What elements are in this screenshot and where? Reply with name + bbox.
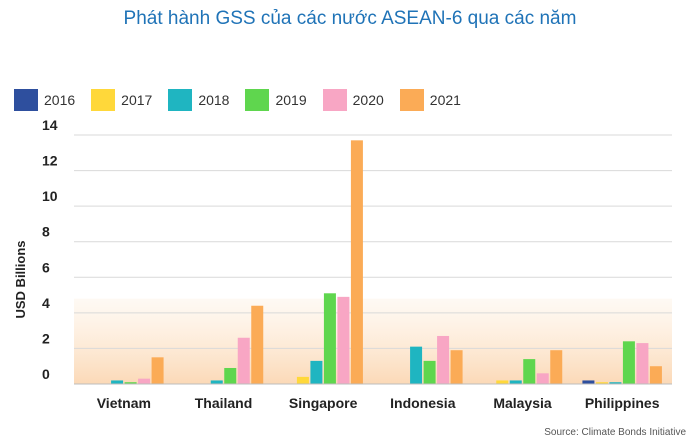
bar-thailand-2021 xyxy=(251,305,264,384)
y-tick-label: 0 xyxy=(42,366,50,382)
legend-label-2018: 2018 xyxy=(198,92,230,108)
x-tick-label: Malaysia xyxy=(493,395,552,411)
y-tick-label: 12 xyxy=(42,153,58,169)
bar-malaysia-2017 xyxy=(496,380,509,384)
legend-item-2016: 2016 xyxy=(14,89,75,111)
legend-item-2021: 2021 xyxy=(399,89,461,111)
bar-malaysia-2020 xyxy=(536,373,549,384)
y-tick-label: 8 xyxy=(42,224,50,240)
bar-singapore-2021 xyxy=(350,140,363,384)
x-tick-label: Indonesia xyxy=(390,395,456,411)
bar-indonesia-2019 xyxy=(423,360,436,384)
chart-legend: 2016 2017 2018 2019 2020 2021 xyxy=(14,88,477,112)
bar-philippines-2020 xyxy=(636,343,649,384)
bar-singapore-2020 xyxy=(337,296,350,384)
legend-swatch-2016 xyxy=(14,89,38,111)
bar-malaysia-2018 xyxy=(509,380,522,384)
x-tick-label: Singapore xyxy=(289,395,358,411)
legend-swatch-2021 xyxy=(399,89,424,111)
bar-philippines-2019 xyxy=(622,341,635,384)
legend-swatch-2019 xyxy=(245,89,270,111)
legend-item-2020: 2020 xyxy=(322,89,384,111)
bar-philippines-2021 xyxy=(649,366,662,384)
bar-singapore-2018 xyxy=(310,360,323,384)
y-axis-label: USD Billions xyxy=(13,240,28,318)
bar-philippines-2017 xyxy=(595,382,608,384)
x-tick-label: Philippines xyxy=(585,395,660,411)
bar-vietnam-2019 xyxy=(124,382,137,384)
bar-indonesia-2021 xyxy=(450,350,463,384)
bar-thailand-2018 xyxy=(210,380,223,384)
bar-malaysia-2021 xyxy=(550,350,563,384)
bar-thailand-2019 xyxy=(224,367,237,384)
legend-label-2021: 2021 xyxy=(429,92,461,108)
bar-singapore-2017 xyxy=(296,376,309,384)
bar-indonesia-2020 xyxy=(437,335,450,384)
bar-vietnam-2018 xyxy=(111,380,124,384)
background-band xyxy=(74,298,672,384)
y-tick-label: 4 xyxy=(42,295,50,311)
legend-swatch-2018 xyxy=(168,89,193,111)
y-tick-label: 14 xyxy=(42,117,58,133)
bar-philippines-2018 xyxy=(609,382,622,384)
legend-label-2020: 2020 xyxy=(352,92,384,108)
y-tick-label: 2 xyxy=(42,330,50,346)
bar-indonesia-2018 xyxy=(410,346,423,384)
bar-singapore-2019 xyxy=(323,293,336,384)
chart-title: Phát hành GSS của các nước ASEAN-6 qua c… xyxy=(123,8,577,29)
x-tick-label: Vietnam xyxy=(97,395,151,411)
y-tick-label: 10 xyxy=(42,188,58,204)
legend-swatch-2017 xyxy=(91,89,116,111)
legend-item-2019: 2019 xyxy=(245,89,307,111)
bar-vietnam-2021 xyxy=(151,357,164,384)
bar-thailand-2020 xyxy=(237,337,250,384)
bar-philippines-2016 xyxy=(582,380,595,384)
bar-vietnam-2020 xyxy=(138,378,151,384)
legend-item-2018: 2018 xyxy=(168,89,229,111)
source-note: Source: Climate Bonds Initiative xyxy=(544,427,686,438)
legend-label-2019: 2019 xyxy=(275,92,307,108)
legend-label-2017: 2017 xyxy=(121,92,153,108)
x-tick-label: Thailand xyxy=(195,395,253,411)
bar-malaysia-2019 xyxy=(523,359,536,384)
legend-item-2017: 2017 xyxy=(91,89,152,111)
y-tick-label: 6 xyxy=(42,259,50,275)
legend-label-2016: 2016 xyxy=(44,92,76,108)
legend-swatch-2020 xyxy=(322,89,347,111)
